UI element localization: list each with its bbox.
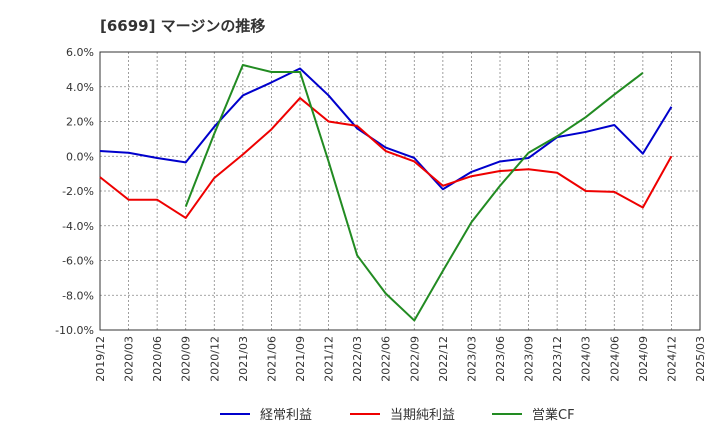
x-tick-label: 2024/03	[580, 336, 593, 382]
x-tick-label: 2023/12	[551, 336, 564, 382]
x-tick-label: 2020/06	[151, 336, 164, 382]
x-tick-label: 2021/12	[323, 336, 336, 382]
legend-label: 営業CF	[532, 407, 575, 423]
plot-frame	[99, 51, 701, 331]
y-tick-label: -10.0%	[55, 324, 94, 337]
x-tick-label: 2023/09	[523, 336, 536, 382]
y-tick-label: -4.0%	[62, 220, 94, 233]
y-tick-label: 4.0%	[66, 81, 94, 94]
x-tick-label: 2023/03	[465, 336, 478, 382]
x-tick-label: 2020/12	[208, 336, 221, 382]
legend-label: 当期純利益	[390, 408, 455, 423]
x-tick-label: 2019/12	[94, 336, 107, 382]
x-tick-label: 2022/06	[380, 336, 393, 382]
y-tick-label: -2.0%	[62, 185, 94, 198]
chart-title: [6699] マージンの推移	[100, 17, 266, 35]
series-line-営業CF	[184, 64, 644, 322]
y-tick-label: -6.0%	[62, 255, 94, 268]
x-tick-label: 2023/06	[494, 336, 507, 382]
x-tick-label: 2021/03	[237, 336, 250, 382]
series-line-当期純利益	[99, 97, 673, 219]
x-tick-label: 2024/09	[637, 336, 650, 382]
y-tick-label: -8.0%	[62, 289, 94, 302]
x-tick-label: 2021/09	[294, 336, 307, 382]
x-tick-label: 2022/09	[408, 336, 421, 382]
x-tick-label: 2022/03	[351, 336, 364, 382]
x-tick-label: 2024/12	[665, 336, 678, 382]
x-tick-label: 2025/03	[694, 336, 707, 382]
x-tick-label: 2020/09	[180, 336, 193, 382]
x-tick-label: 2022/12	[437, 336, 450, 382]
y-tick-label: 2.0%	[66, 116, 94, 129]
legend-label: 経常利益	[260, 408, 312, 423]
x-tick-label: 2021/06	[265, 336, 278, 382]
y-tick-label: 6.0%	[66, 46, 94, 59]
series-line-経常利益	[99, 67, 673, 191]
x-tick-label: 2024/06	[608, 336, 621, 382]
y-tick-label: 0.0%	[66, 150, 94, 163]
x-tick-label: 2020/03	[123, 336, 136, 382]
